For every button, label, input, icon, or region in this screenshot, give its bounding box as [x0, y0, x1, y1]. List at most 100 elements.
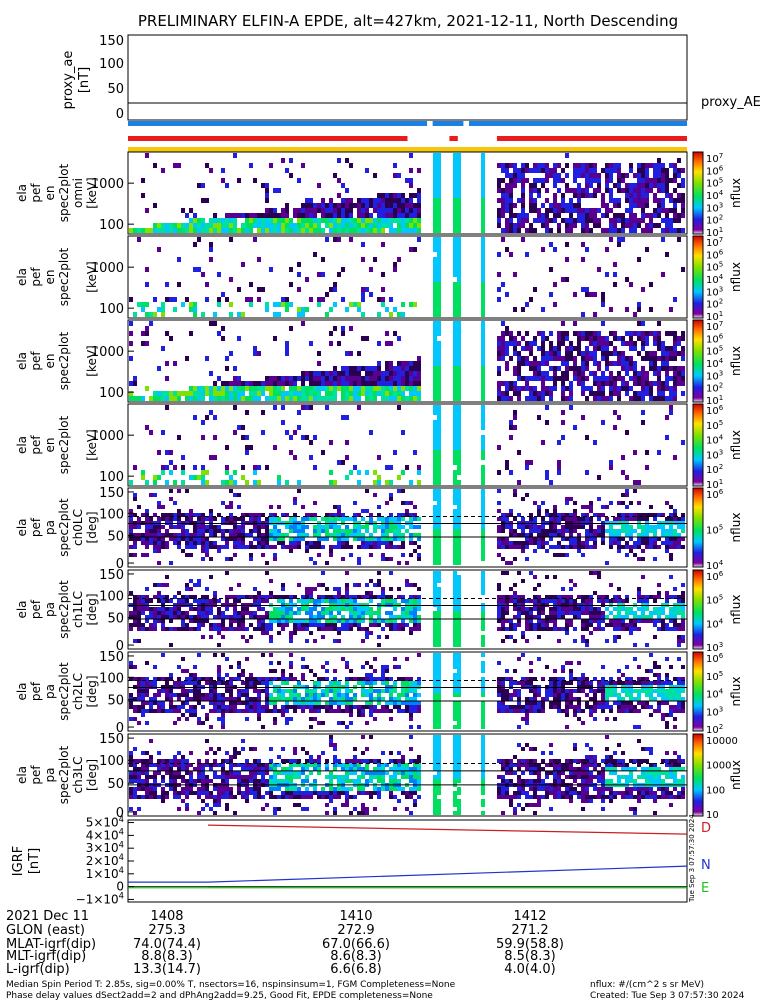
heatmap-cell	[433, 611, 437, 615]
heatmap-cell	[657, 386, 661, 391]
heatmap-cell	[197, 521, 201, 525]
heatmap-cell	[137, 697, 141, 701]
heatmap-cell	[665, 168, 669, 173]
heatmap-cell	[641, 603, 645, 607]
heatmap-cell	[177, 257, 181, 262]
heatmap-cell	[353, 371, 357, 376]
heatmap-cell	[357, 603, 361, 607]
heatmap-cell	[361, 366, 365, 371]
heatmap-cell	[589, 193, 593, 198]
heatmap-cell	[505, 292, 509, 297]
heatmap-cell	[609, 351, 613, 356]
heatmap-cell	[181, 391, 185, 396]
heatmap-cell	[353, 302, 357, 307]
heatmap-cell	[313, 599, 317, 603]
heatmap-cell	[537, 595, 541, 599]
heatmap-cell	[581, 351, 585, 356]
heatmap-cell	[353, 623, 357, 627]
heatmap-cell	[185, 533, 189, 537]
heatmap-cell	[481, 346, 485, 351]
heatmap-cell	[513, 351, 517, 356]
heatmap-cell	[573, 361, 577, 366]
heatmap-cell	[137, 533, 141, 537]
heatmap-cell	[265, 381, 269, 386]
heatmap-cell	[641, 371, 645, 376]
heatmap-cell	[605, 615, 609, 619]
heatmap-cell	[457, 292, 461, 297]
heatmap-cell	[189, 396, 193, 401]
heatmap-cell	[557, 331, 561, 336]
heatmap-cell	[433, 396, 437, 401]
heatmap-cell	[629, 361, 633, 366]
y-axis-label: en	[43, 270, 57, 285]
heatmap-cell	[505, 396, 509, 401]
heatmap-cell	[349, 611, 353, 615]
heatmap-cell	[533, 163, 537, 168]
heatmap-cell	[629, 501, 633, 505]
heatmap-cell	[233, 545, 237, 549]
heatmap-cell	[329, 553, 333, 557]
heatmap-cell	[365, 611, 369, 615]
heatmap-cell	[229, 709, 233, 713]
heatmap-cell	[361, 533, 365, 537]
heatmap-cell	[145, 709, 149, 713]
heatmap-cell	[621, 517, 625, 521]
heatmap-cell	[281, 208, 285, 213]
heatmap-cell	[133, 665, 137, 669]
heatmap-cell	[453, 173, 457, 178]
heatmap-cell	[529, 627, 533, 631]
heatmap-cell	[525, 557, 529, 561]
heatmap-cell	[553, 386, 557, 391]
heatmap-cell	[165, 228, 169, 233]
heatmap-cell	[345, 208, 349, 213]
heatmap-cell	[161, 307, 165, 312]
heatmap-cell	[369, 430, 373, 435]
heatmap-cell	[585, 639, 589, 643]
heatmap-cell	[181, 455, 185, 460]
heatmap-cell	[621, 218, 625, 223]
heatmap-cell	[309, 623, 313, 627]
heatmap-cell	[353, 386, 357, 391]
heatmap-cell	[641, 331, 645, 336]
heatmap-cell	[453, 213, 457, 218]
heatmap-cell	[457, 312, 461, 317]
heatmap-cell	[545, 173, 549, 178]
heatmap-cell	[225, 541, 229, 545]
heatmap-cell	[501, 178, 505, 183]
heatmap-cell	[233, 697, 237, 701]
heatmap-cell	[521, 525, 525, 529]
heatmap-cell	[225, 673, 229, 677]
heatmap-cell	[389, 557, 393, 561]
heatmap-cell	[197, 623, 201, 627]
heatmap-cell	[509, 173, 513, 178]
heatmap-cell	[365, 228, 369, 233]
heatmap-cell	[285, 391, 289, 396]
heatmap-cell	[617, 163, 621, 168]
heatmap-cell	[381, 529, 385, 533]
heatmap-cell	[333, 218, 337, 223]
heatmap-cell	[137, 681, 141, 685]
heatmap-cell	[577, 351, 581, 356]
heatmap-cell	[129, 381, 133, 386]
heatmap-cell	[389, 480, 393, 485]
heatmap-cell	[545, 533, 549, 537]
heatmap-cell	[481, 489, 485, 493]
heatmap-cell	[581, 381, 585, 386]
heatmap-cell	[609, 501, 613, 505]
heatmap-cell	[661, 178, 665, 183]
heatmap-cell	[585, 208, 589, 213]
heatmap-cell	[261, 627, 265, 631]
heatmap-cell	[481, 607, 485, 611]
heatmap-cell	[637, 396, 641, 401]
heatmap-cell	[629, 611, 633, 615]
heatmap-cell	[137, 237, 141, 242]
heatmap-cell	[361, 228, 365, 233]
heatmap-cell	[397, 475, 401, 480]
heatmap-cell	[585, 627, 589, 631]
heatmap-cell	[681, 391, 685, 396]
heatmap-cell	[481, 371, 485, 376]
heatmap-cell	[297, 545, 301, 549]
heatmap-cell	[405, 579, 409, 583]
heatmap-cell	[345, 415, 349, 420]
heatmap-cell	[513, 529, 517, 533]
